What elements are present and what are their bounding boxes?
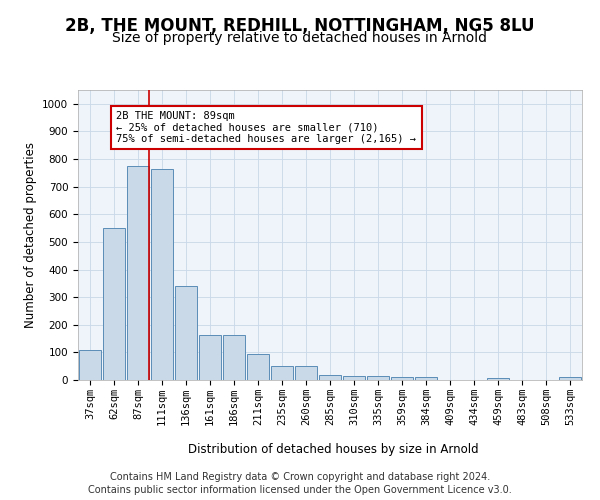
Bar [271,366,293,380]
Text: 2B, THE MOUNT, REDHILL, NOTTINGHAM, NG5 8LU: 2B, THE MOUNT, REDHILL, NOTTINGHAM, NG5 … [65,18,535,36]
Text: Contains public sector information licensed under the Open Government Licence v3: Contains public sector information licen… [88,485,512,495]
Bar [367,376,389,380]
Text: 2B THE MOUNT: 89sqm
← 25% of detached houses are smaller (710)
75% of semi-detac: 2B THE MOUNT: 89sqm ← 25% of detached ho… [116,110,416,144]
Bar [103,228,125,380]
Bar [151,168,173,380]
Bar [223,335,245,380]
Bar [175,286,197,380]
Bar [247,354,269,380]
Text: Distribution of detached houses by size in Arnold: Distribution of detached houses by size … [188,442,478,456]
Text: Size of property relative to detached houses in Arnold: Size of property relative to detached ho… [113,31,487,45]
Text: Contains HM Land Registry data © Crown copyright and database right 2024.: Contains HM Land Registry data © Crown c… [110,472,490,482]
Bar [415,377,437,380]
Bar [127,166,149,380]
Bar [559,377,581,380]
Y-axis label: Number of detached properties: Number of detached properties [23,142,37,328]
Bar [319,375,341,380]
Bar [199,335,221,380]
Bar [343,376,365,380]
Bar [487,378,509,380]
Bar [391,377,413,380]
Bar [79,350,101,380]
Bar [295,366,317,380]
